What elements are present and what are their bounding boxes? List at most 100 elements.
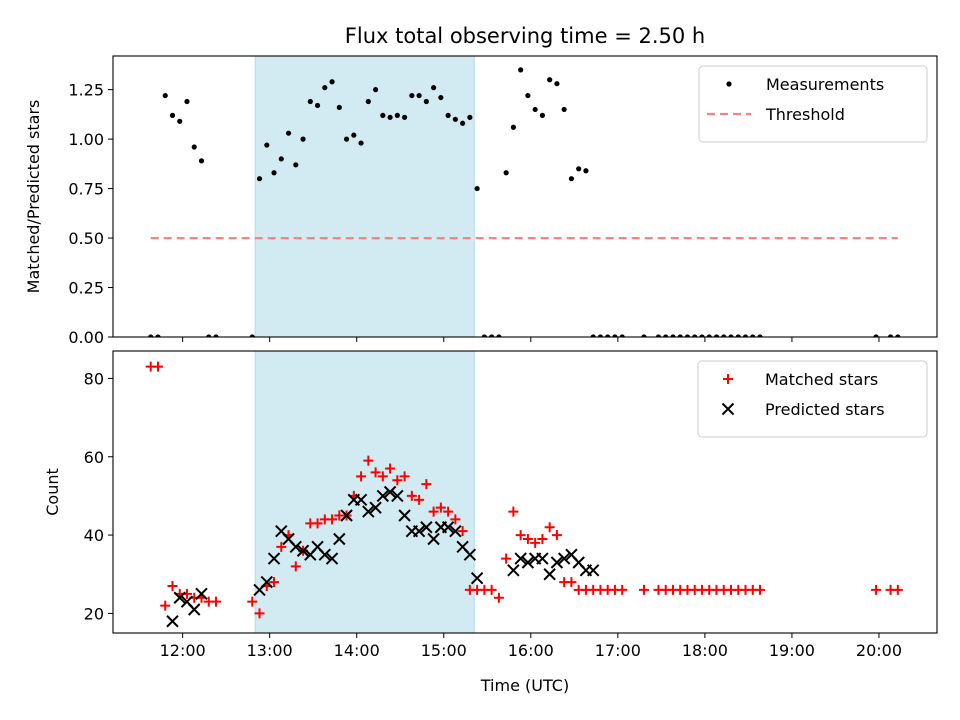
measurements-point bbox=[307, 98, 313, 105]
measurements-point bbox=[401, 114, 408, 120]
measurements-point bbox=[271, 170, 277, 176]
x-tick-label: 18:00 bbox=[682, 641, 728, 660]
matched-stars-point bbox=[421, 479, 432, 490]
legend-label: Measurements bbox=[766, 75, 884, 94]
matched-stars-point bbox=[551, 530, 562, 541]
measurements-point bbox=[372, 87, 379, 93]
matched-stars-point bbox=[356, 471, 367, 482]
axes-frame bbox=[112, 55, 938, 338]
measurements-point bbox=[518, 67, 524, 73]
y-tick-label: 0.00 bbox=[68, 328, 104, 347]
measurements-point bbox=[416, 92, 422, 99]
x-tick-label: 15:00 bbox=[421, 641, 467, 660]
predicted-stars-point bbox=[557, 552, 571, 565]
matched-stars-point bbox=[385, 463, 396, 474]
matched-stars-point bbox=[276, 541, 287, 552]
measurements-point bbox=[264, 142, 270, 148]
predicted-stars-point bbox=[420, 521, 433, 534]
measurements-point bbox=[757, 334, 763, 337]
matched-stars-point bbox=[247, 596, 258, 607]
y-tick-label: 0.25 bbox=[68, 279, 104, 298]
x-tick-label: 13:00 bbox=[247, 641, 293, 660]
matched-stars-point bbox=[312, 518, 323, 529]
predicted-stars-point bbox=[318, 548, 332, 561]
predicted-stars-point bbox=[412, 524, 426, 538]
matched-stars-point bbox=[377, 471, 388, 482]
matched-stars-point bbox=[544, 522, 555, 533]
measurements-point bbox=[706, 334, 712, 337]
y-tick-label: 1.00 bbox=[68, 130, 104, 149]
predicted-stars-point bbox=[391, 489, 404, 503]
y-tick-label: 0.75 bbox=[68, 180, 104, 199]
predicted-stars-point bbox=[333, 532, 346, 546]
matched-stars-point bbox=[152, 361, 163, 372]
predicted-stars-point bbox=[289, 540, 302, 554]
matched-stars-point bbox=[530, 537, 541, 548]
predicted-stars-point bbox=[173, 591, 186, 604]
matched-stars-point bbox=[501, 553, 512, 564]
measurements-point bbox=[293, 162, 299, 168]
measurements-point bbox=[699, 334, 705, 337]
measurements-point bbox=[474, 185, 480, 192]
measurements-point bbox=[380, 112, 386, 118]
measurements-point bbox=[692, 334, 698, 337]
axes-frame bbox=[112, 350, 938, 634]
y-tick-label: 40 bbox=[84, 526, 104, 545]
measurements-point bbox=[605, 334, 611, 337]
matched-stars-point bbox=[566, 577, 577, 588]
matched-stars-point bbox=[457, 526, 468, 537]
x-tick-label: 16:00 bbox=[508, 641, 554, 660]
data-area bbox=[145, 361, 903, 628]
measurements-point bbox=[597, 334, 604, 337]
predicted-stars-point bbox=[325, 552, 339, 565]
measurements-point bbox=[191, 144, 197, 150]
measurements-point bbox=[663, 334, 669, 337]
predicted-stars-point bbox=[449, 524, 462, 538]
matched-stars-point bbox=[406, 490, 417, 501]
predicted-stars-point bbox=[188, 603, 201, 616]
x-axis-label: Time (UTC) bbox=[480, 676, 569, 695]
measurements-point bbox=[314, 102, 321, 109]
measurements-point bbox=[394, 112, 400, 118]
measurements-point bbox=[198, 158, 205, 164]
measurements-point bbox=[489, 334, 495, 337]
matched-stars-point bbox=[537, 534, 548, 544]
predicted-stars-point bbox=[369, 501, 382, 514]
measurements-point bbox=[496, 334, 502, 337]
matched-stars-point bbox=[290, 561, 301, 572]
bottom-panel: 12:00 13:00 14:00 15:00 16:00 17:00 18:00 19:00… bbox=[43, 350, 938, 695]
predicted-stars-point bbox=[550, 556, 564, 569]
x-tick-label: 17:00 bbox=[595, 641, 641, 660]
legend-label: Threshold bbox=[765, 105, 845, 124]
matched-stars-point bbox=[399, 471, 410, 482]
y-tick-label: 0.50 bbox=[68, 229, 104, 248]
matched-stars-point bbox=[515, 530, 526, 541]
y-axis-label: Count bbox=[43, 468, 62, 516]
measurements-point bbox=[590, 334, 596, 337]
predicted-stars-point bbox=[441, 521, 455, 534]
matched-stars-point bbox=[892, 584, 903, 595]
x-tick-label: 19:00 bbox=[769, 641, 815, 660]
matched-stars-point bbox=[167, 581, 178, 591]
predicted-stars-point bbox=[376, 489, 390, 503]
predicted-stars-point bbox=[543, 568, 556, 581]
measurements-point bbox=[525, 92, 531, 99]
matched-stars-point bbox=[522, 534, 533, 544]
matched-stars-point bbox=[486, 584, 497, 595]
matched-stars-point bbox=[493, 592, 504, 603]
measurements-point bbox=[162, 92, 168, 99]
measurements-point bbox=[431, 85, 437, 91]
shaded-span bbox=[254, 55, 475, 338]
top-panel: 0.00 0.25 0.50 0.75 1.00 1.25 Matched/Predicte… bbox=[24, 55, 938, 347]
matched-stars-point bbox=[617, 584, 628, 595]
measurements-point bbox=[713, 334, 720, 337]
measurements-point bbox=[423, 98, 429, 105]
measurements-point bbox=[438, 94, 444, 101]
measurements-point bbox=[735, 334, 741, 337]
measurements-point bbox=[169, 112, 176, 118]
measurements-point bbox=[278, 156, 284, 162]
x-tick-label: 20:00 bbox=[856, 641, 902, 660]
predicted-stars-point bbox=[470, 571, 484, 585]
measurements-point bbox=[568, 176, 575, 182]
